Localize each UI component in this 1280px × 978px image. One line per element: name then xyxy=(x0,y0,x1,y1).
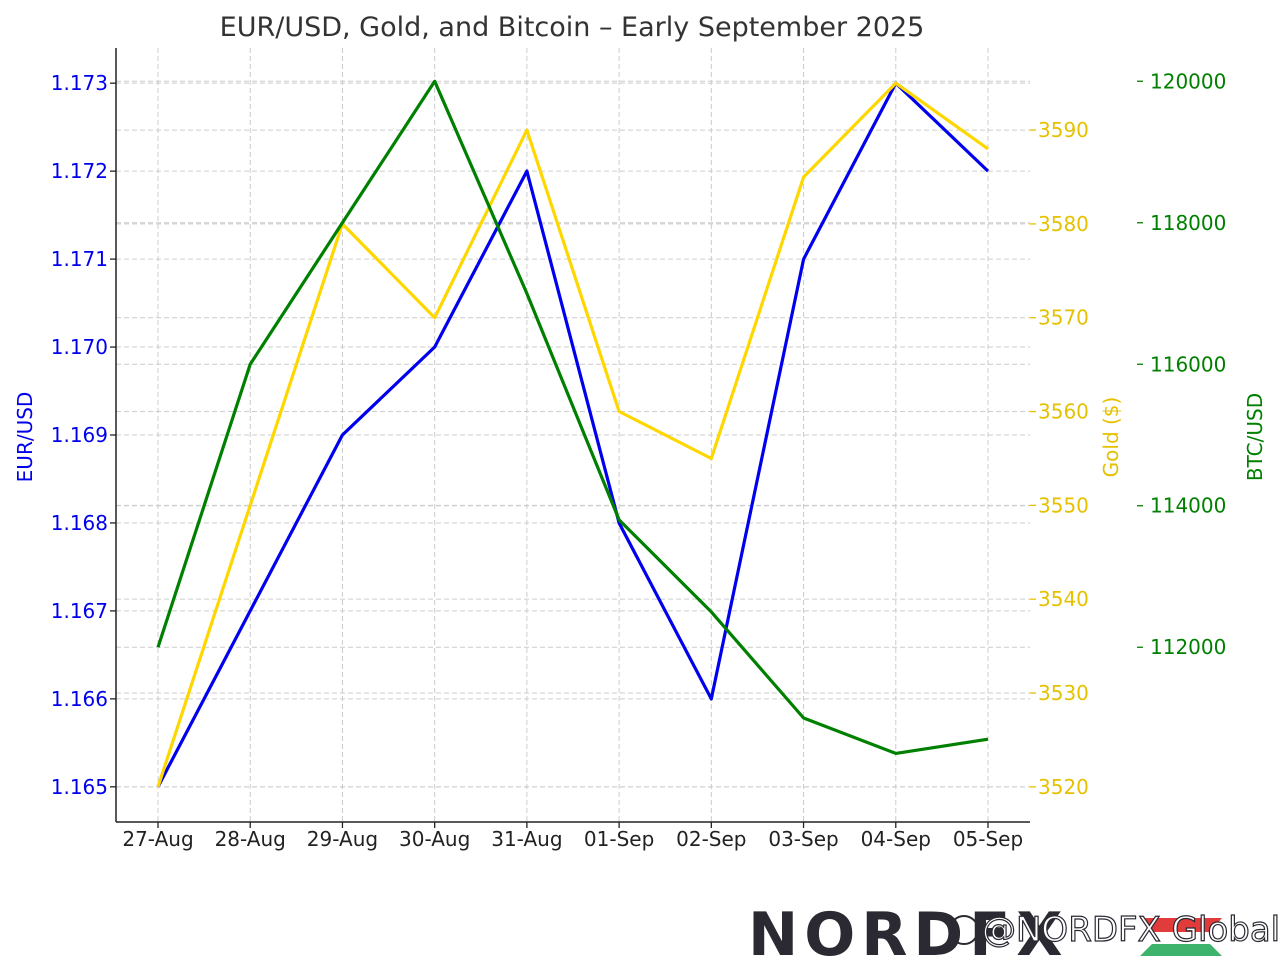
y-axis-title-btc: BTC/USD xyxy=(1243,393,1267,481)
x-tick-label: 02-Sep xyxy=(676,827,746,851)
y-tick-label-right2: 112000 xyxy=(1150,635,1226,659)
x-tick-label: 05-Sep xyxy=(953,827,1023,851)
chart-title: EUR/USD, Gold, and Bitcoin – Early Septe… xyxy=(220,12,925,43)
y-tick-label-right1: 3520 xyxy=(1038,775,1089,799)
series-lines xyxy=(156,79,990,788)
platform-icon xyxy=(949,915,979,945)
y-tick-label-left: 1.168 xyxy=(51,511,108,535)
y-tick-label-right1: 3590 xyxy=(1038,118,1089,142)
y-tick-label-left: 1.166 xyxy=(51,687,108,711)
x-tick-label: 27-Aug xyxy=(122,827,193,851)
y-tick-label-right2: 120000 xyxy=(1150,69,1226,93)
y-tick-label-right1: 3580 xyxy=(1038,212,1089,236)
series-line-eur-usd xyxy=(156,81,990,788)
y-tick-label-left: 1.167 xyxy=(51,599,108,623)
x-tick-label: 29-Aug xyxy=(307,827,378,851)
y-tick-label-right2: 116000 xyxy=(1150,352,1226,376)
y-tick-label-right2: 118000 xyxy=(1150,211,1226,235)
y-tick-label-left: 1.169 xyxy=(51,423,108,447)
axes: 27-Aug 28-Aug 29-Aug 30-Aug 31-Aug 01-Sep 02-S… xyxy=(51,48,1226,851)
x-tick-label: 31-Aug xyxy=(491,827,562,851)
y-tick-label-left: 1.173 xyxy=(51,71,108,95)
social-watermark: @NORDFX Global xyxy=(949,909,1280,951)
brand-wordmark: NORDFX xyxy=(748,900,1068,970)
x-tick-label: 03-Sep xyxy=(768,827,838,851)
watermark-handle: @NORDFX Global xyxy=(982,910,1280,950)
y-tick-label-right2: 114000 xyxy=(1150,494,1226,518)
y-tick-label-left: 1.170 xyxy=(51,335,108,359)
y-tick-label-left: 1.165 xyxy=(51,775,108,799)
y-tick-label-left: 1.172 xyxy=(51,159,108,183)
x-tick-label: 30-Aug xyxy=(399,827,470,851)
y-tick-label-left: 1.171 xyxy=(51,247,108,271)
y-axis-title-eurusd: EUR/USD xyxy=(13,392,37,483)
nordfx-logo: NORDFX xyxy=(748,900,1222,970)
y-tick-label-right1: 3570 xyxy=(1038,306,1089,330)
y-tick-label-right1: 3540 xyxy=(1038,587,1089,611)
y-tick-label-right1: 3530 xyxy=(1038,681,1089,705)
brand-arrow-red xyxy=(1140,918,1222,932)
series-line-btc-usd xyxy=(156,79,989,756)
x-tick-label: 04-Sep xyxy=(861,827,931,851)
series-line-gold- xyxy=(156,81,989,788)
x-tick-label: 28-Aug xyxy=(215,827,286,851)
x-tick-label: 01-Sep xyxy=(584,827,654,851)
y-tick-label-right1: 3560 xyxy=(1038,400,1089,424)
grid xyxy=(116,48,1030,822)
brand-arrow-green xyxy=(1140,944,1222,956)
y-tick-label-right1: 3550 xyxy=(1038,493,1089,517)
y-axis-title-gold: Gold ($) xyxy=(1099,397,1123,478)
